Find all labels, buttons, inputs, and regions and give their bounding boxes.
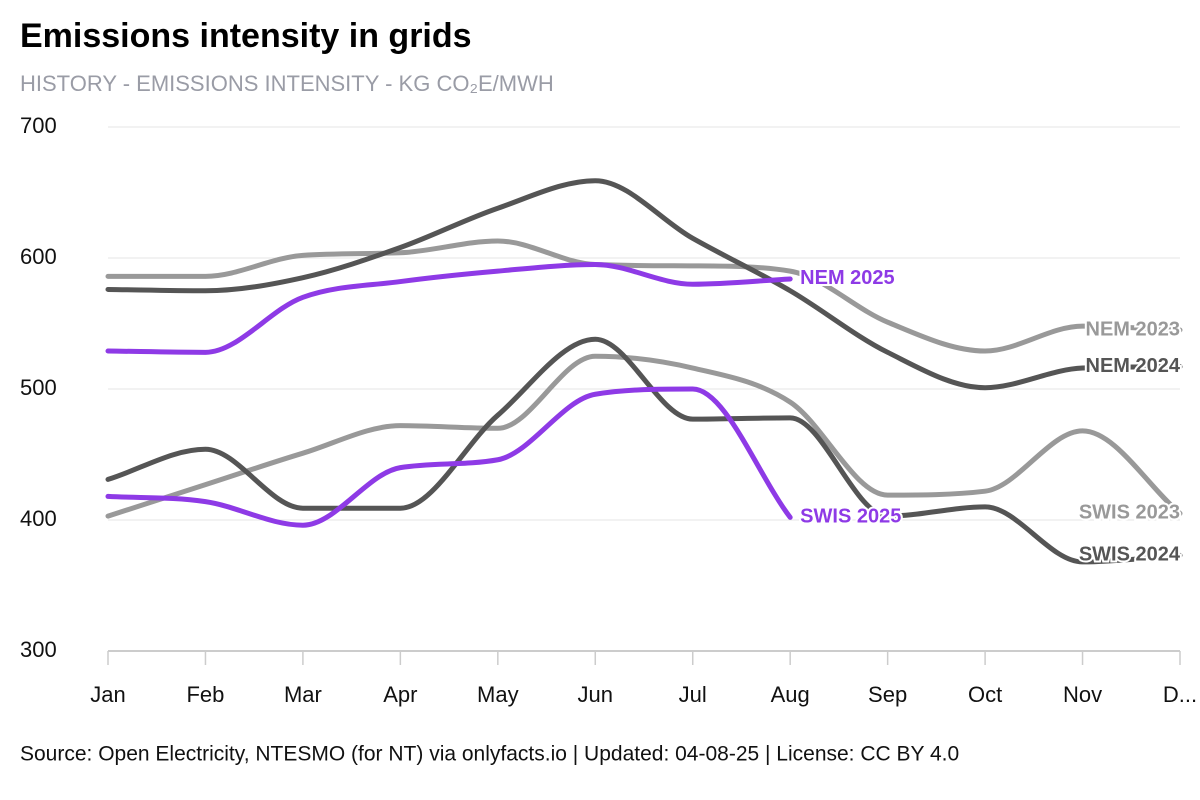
source-note: Source: Open Electricity, NTESMO (for NT… — [20, 743, 959, 766]
x-tick-label: Jan — [90, 682, 125, 707]
series-line — [105, 262, 793, 355]
x-tick-label: D... — [1163, 682, 1197, 707]
series-line — [105, 238, 1183, 354]
x-tick-label: Feb — [186, 682, 224, 707]
y-tick-label: 600 — [20, 244, 57, 269]
x-tick-label: Nov — [1063, 682, 1102, 707]
series-label: NEM 2023 — [1086, 318, 1181, 340]
series-label: SWIS 2024 — [1079, 544, 1181, 566]
series-line — [105, 336, 1183, 565]
x-tick-label: Apr — [383, 682, 417, 707]
y-tick-label: 400 — [20, 506, 57, 531]
y-tick-label: 700 — [20, 113, 57, 138]
series-line — [105, 386, 793, 528]
x-tick-label: Oct — [968, 682, 1002, 707]
series-label: NEM 2024 — [1086, 355, 1181, 377]
series-line — [105, 178, 1183, 391]
x-tick-label: Aug — [771, 682, 810, 707]
series-label: SWIS 2025 — [800, 506, 901, 528]
x-tick-label: May — [477, 682, 519, 707]
series-label: NEM 2025 — [800, 267, 895, 289]
series-line — [105, 353, 1183, 519]
chart-subtitle: HISTORY - EMISSIONS INTENSITY - KG CO₂E/… — [20, 71, 554, 96]
x-tick-label: Mar — [284, 682, 322, 707]
x-tick-label: Jul — [679, 682, 707, 707]
chart-title: Emissions intensity in grids — [20, 17, 472, 55]
y-tick-label: 500 — [20, 375, 57, 400]
y-tick-label: 300 — [20, 637, 57, 662]
series-label: SWIS 2023 — [1079, 502, 1180, 524]
x-tick-label: Sep — [868, 682, 907, 707]
x-tick-label: Jun — [578, 682, 613, 707]
